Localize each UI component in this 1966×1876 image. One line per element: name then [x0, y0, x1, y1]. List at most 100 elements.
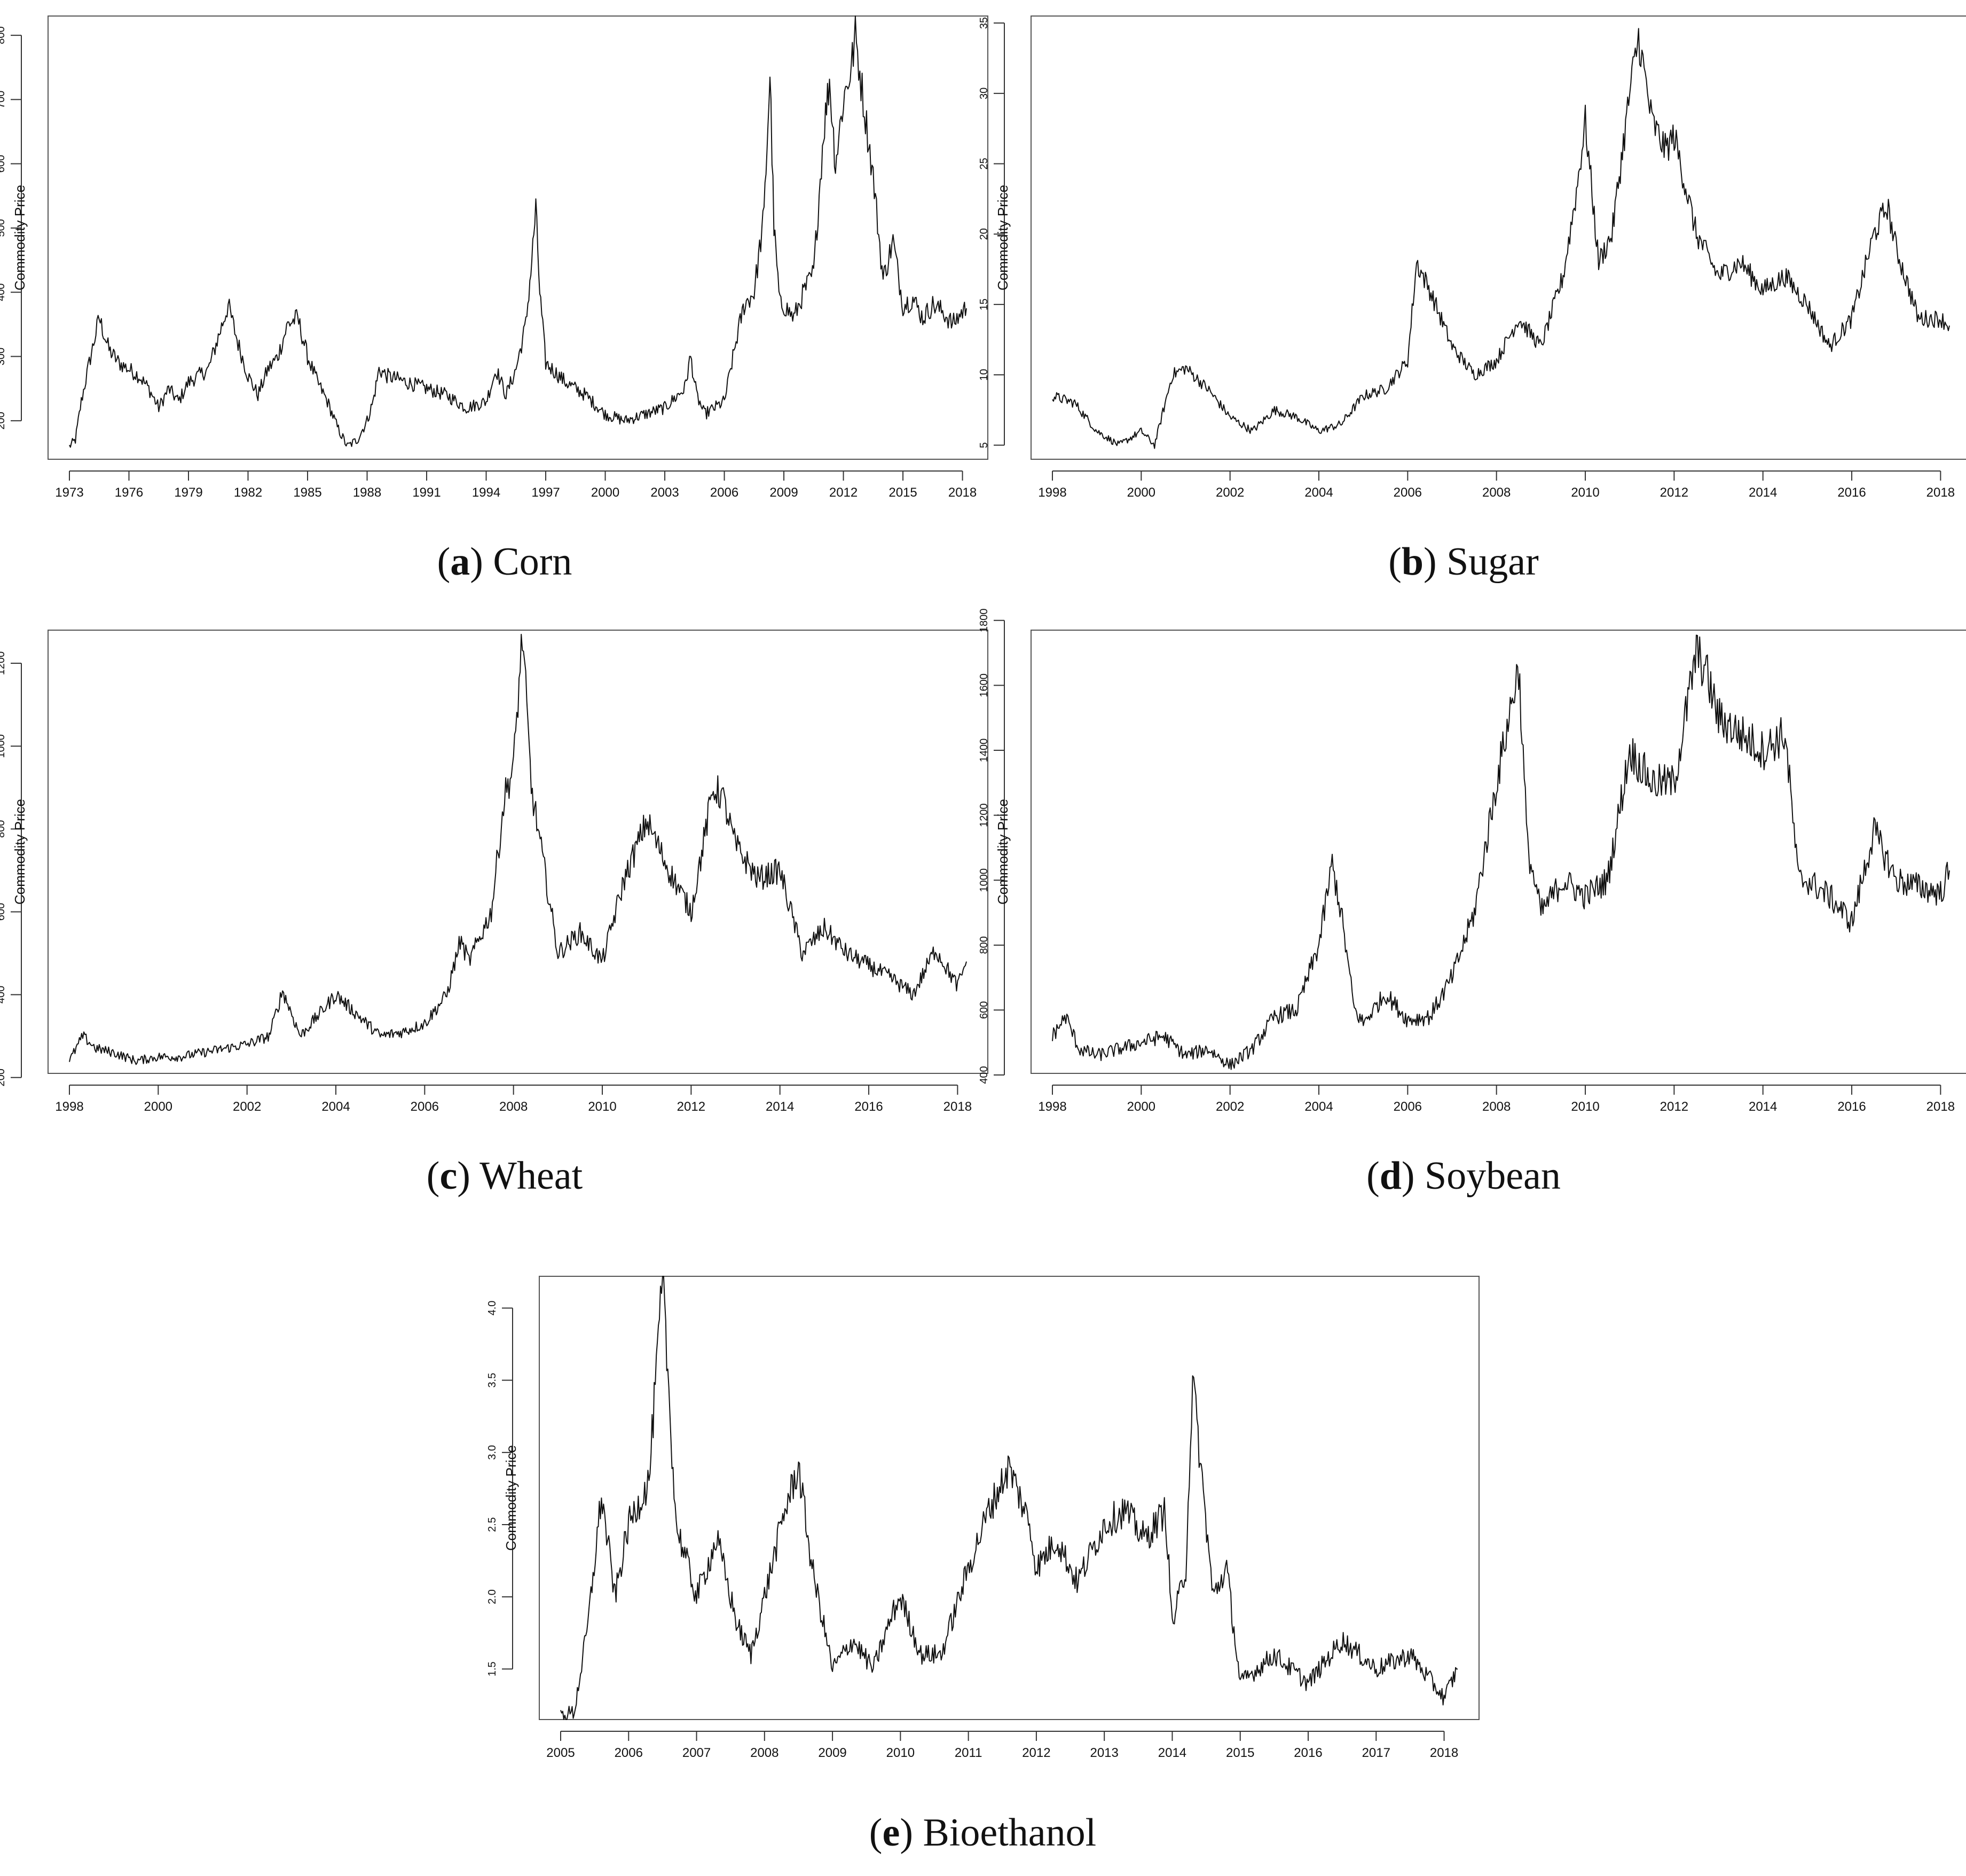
x-tick-label: 2003	[650, 485, 679, 500]
y-tick-label: 600	[0, 155, 7, 172]
plot-frame	[1031, 15, 1966, 460]
x-tick-label: 2009	[818, 1746, 846, 1760]
x-tick-label: 2012	[829, 485, 858, 500]
y-tick-label: 600	[978, 1001, 990, 1019]
chart-bioethanol: 1.5 2.0 2.5 3.0 3.5 4.0 2005 2006 2007 2008 2009 20…	[486, 1276, 1480, 1760]
y-tick-label: 3.0	[486, 1445, 498, 1460]
x-tick-label: 2012	[1022, 1746, 1050, 1760]
y-tick-label: 1000	[978, 868, 990, 892]
y-tick-label: 400	[0, 284, 7, 301]
y-tick-label: 400	[978, 1066, 990, 1084]
x-tick-label: 2016	[1837, 485, 1866, 500]
x-tick-label: 2014	[766, 1100, 794, 1114]
y-tick-label: 600	[0, 903, 7, 921]
chart-panel-bioethanol: 1.5 2.0 2.5 3.0 3.5 4.0 2005 2006 2007 2008 2009 20…	[486, 1260, 1480, 1869]
caption-corn: (a) Corn	[437, 540, 572, 584]
x-tick-label: 2018	[1926, 1100, 1955, 1114]
x-tick-label: 2005	[546, 1746, 575, 1760]
x-tick-label: 2002	[1216, 485, 1244, 500]
y-axis-label: Commodity Price	[995, 185, 1011, 291]
x-tick-label: 2016	[1294, 1746, 1322, 1760]
x-tick-label: 2011	[955, 1746, 982, 1760]
x-tick-label: 1982	[234, 485, 262, 500]
x-tick-label: 2018	[1926, 485, 1955, 500]
x-tick-label: 2017	[1362, 1746, 1390, 1760]
y-tick-label: 15	[978, 299, 990, 310]
x-tick-label: 1991	[412, 485, 441, 500]
y-tick-label: 10	[978, 369, 990, 381]
x-tick-label: 2014	[1749, 485, 1777, 500]
x-tick-label: 2016	[854, 1100, 883, 1114]
chart-panel-corn: 200 300 400 500 600 700 800 1973 1976 1979 1982 198…	[0, 0, 988, 603]
caption-title: Wheat	[479, 1154, 583, 1198]
x-tick-label: 2010	[588, 1100, 616, 1114]
y-tick-label: 700	[0, 91, 7, 108]
caption-letter: c	[439, 1154, 458, 1198]
y-tick-label: 400	[0, 986, 7, 1003]
x-tick-label: 2008	[1482, 1100, 1511, 1114]
x-tick-label: 2006	[411, 1100, 439, 1114]
caption-soybean: (d) Soybean	[1366, 1154, 1561, 1198]
x-tick-label: 2010	[1571, 485, 1599, 500]
plot-frame	[1031, 630, 1966, 1074]
y-tick-label: 4.0	[486, 1301, 498, 1316]
series-line-bioethanol	[560, 1276, 1458, 1720]
x-tick-label: 2000	[144, 1100, 172, 1114]
caption-title: Soybean	[1425, 1154, 1561, 1198]
x-tick-label: 2013	[1090, 1746, 1118, 1760]
y-tick-label: 1200	[0, 652, 7, 676]
x-tick-label: 2018	[943, 1100, 972, 1114]
series-line-soybean	[1052, 634, 1950, 1070]
x-tick-label: 2006	[1394, 485, 1422, 500]
x-tick-label: 2004	[321, 1100, 350, 1114]
x-tick-label: 2006	[1394, 1100, 1422, 1114]
y-tick-label: 1000	[0, 734, 7, 758]
caption-title: Corn	[493, 540, 572, 584]
x-tick-label: 2002	[1216, 1100, 1244, 1114]
x-tick-label: 2008	[1482, 485, 1511, 500]
caption-letter: e	[882, 1811, 900, 1855]
y-tick-label: 800	[0, 26, 7, 44]
x-tick-label: 1998	[1038, 1100, 1066, 1114]
y-tick-label: 1400	[978, 739, 990, 763]
y-tick-label: 35	[978, 17, 990, 29]
y-tick-label: 20	[978, 228, 990, 240]
chart-panel-soybean: 400 600 800 1000 1200 1400 1600 1800 1998 2000 200…	[978, 609, 1966, 1218]
plot-frame	[48, 15, 988, 460]
y-axis-label: Commodity Price	[995, 799, 1011, 905]
x-tick-label: 1997	[531, 485, 560, 500]
caption-sugar: (b) Sugar	[1388, 540, 1539, 584]
x-tick-label: 2009	[769, 485, 798, 500]
x-tick-label: 2002	[233, 1100, 261, 1114]
y-tick-label: 2.0	[486, 1589, 498, 1604]
x-tick-label: 2000	[1127, 485, 1155, 500]
y-axis-label: Commodity Price	[12, 185, 28, 291]
plot-frame	[48, 630, 988, 1074]
x-tick-label: 1973	[55, 485, 83, 500]
y-tick-label: 200	[0, 412, 7, 429]
series-line-wheat	[69, 633, 967, 1065]
x-tick-label: 2012	[677, 1100, 705, 1114]
caption-letter: b	[1401, 540, 1424, 584]
caption-letter: d	[1379, 1154, 1402, 1198]
y-tick-label: 1200	[978, 803, 990, 827]
x-tick-label: 2016	[1837, 1100, 1866, 1114]
x-tick-label: 2004	[1304, 485, 1333, 500]
series-line-sugar	[1052, 28, 1950, 449]
y-tick-label: 1.5	[486, 1661, 498, 1676]
x-tick-label: 2000	[591, 485, 619, 500]
y-tick-label: 2.5	[486, 1517, 498, 1532]
x-tick-label: 2008	[750, 1746, 778, 1760]
x-tick-label: 1988	[353, 485, 381, 500]
x-tick-label: 2015	[888, 485, 917, 500]
chart-wheat: 200 400 600 800 1000 1200 1998 2000 2002 2004 2006…	[0, 630, 988, 1114]
x-tick-label: 2014	[1749, 1100, 1777, 1114]
x-tick-label: 2004	[1304, 1100, 1333, 1114]
x-tick-label: 2012	[1660, 485, 1688, 500]
y-tick-label: 800	[0, 820, 7, 838]
plot-frame	[539, 1276, 1480, 1720]
y-tick-label: 5	[978, 442, 990, 448]
x-tick-label: 1979	[174, 485, 202, 500]
x-tick-label: 2007	[682, 1746, 711, 1760]
x-tick-label: 2018	[1430, 1746, 1458, 1760]
